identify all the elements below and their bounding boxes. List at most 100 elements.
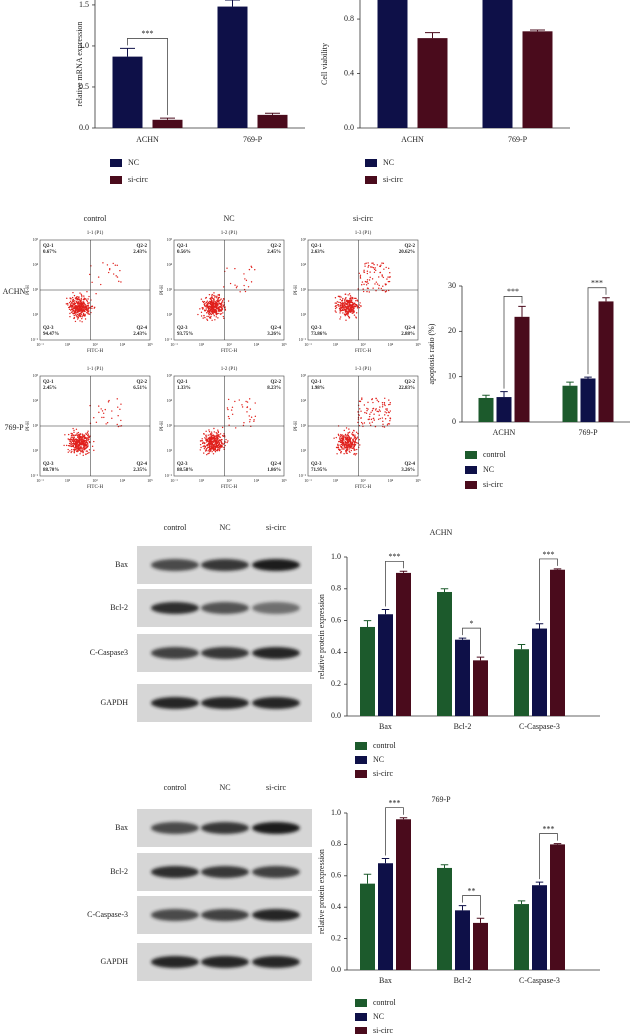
event-dot [76, 445, 78, 447]
quadrant-name: Q2-2 [270, 244, 281, 249]
event-dot [340, 446, 343, 449]
event-dot [101, 410, 104, 412]
event-dot [385, 408, 387, 410]
event-dot [381, 262, 383, 264]
event-dot [250, 281, 253, 283]
event-dot [74, 300, 76, 302]
error-bar [535, 881, 544, 886]
significance-label: *** [507, 287, 519, 296]
event-dot [343, 445, 345, 448]
blot-band [151, 956, 199, 968]
y-tick-label: 10⁵ [33, 373, 39, 378]
y-tick-label: 10⁵ [33, 237, 39, 242]
event-dot [220, 310, 222, 312]
event-dot [81, 294, 83, 297]
event-dot [71, 296, 74, 299]
event-dot [381, 406, 384, 408]
significance-bracket [385, 807, 404, 856]
event-dot [243, 273, 245, 275]
event-dot [378, 409, 381, 411]
event-dot [353, 445, 356, 448]
event-dot [77, 298, 79, 300]
plot-title: 1-1 (P1) [87, 367, 104, 372]
event-dot [217, 310, 219, 312]
event-dot [215, 314, 217, 316]
bar [522, 31, 553, 128]
event-dot [116, 398, 118, 400]
event-dot [221, 446, 223, 448]
x-tick-label: 10³ [360, 342, 366, 347]
event-dot [344, 304, 346, 307]
event-dot [359, 408, 361, 410]
event-dot [363, 404, 366, 406]
significance-label: *** [389, 799, 401, 808]
event-dot [243, 422, 245, 424]
event-dot [348, 316, 351, 319]
event-dot [87, 452, 89, 455]
event-dot [253, 419, 255, 421]
event-dot [346, 445, 349, 447]
event-dot [367, 266, 369, 268]
plot-title: 1-2 (P1) [221, 367, 238, 372]
event-dot [375, 281, 378, 283]
event-dot [339, 312, 341, 314]
event-dot [76, 447, 79, 449]
event-dot [85, 444, 88, 446]
blot-band [201, 647, 249, 659]
event-dot [205, 302, 208, 304]
event-dot [352, 303, 354, 305]
event-dot [98, 405, 100, 407]
event-dot [341, 306, 344, 308]
event-dot [206, 311, 208, 314]
event-dot [369, 276, 371, 279]
quadrant-name: Q2-1 [43, 244, 54, 249]
y-axis-label: PI-H [294, 285, 299, 295]
error-bar [440, 864, 449, 868]
event-dot [379, 417, 381, 420]
event-dot [345, 308, 347, 310]
error-bar [399, 570, 408, 573]
event-dot [69, 315, 71, 318]
event-dot [87, 436, 89, 439]
event-dot [73, 314, 75, 317]
x-tick-label: C-Caspase-3 [519, 722, 560, 731]
event-dot [79, 300, 82, 303]
event-dot [68, 445, 71, 447]
y-tick-label: 0.8 [331, 584, 341, 593]
event-dot [369, 271, 371, 273]
event-dot [354, 436, 357, 439]
event-dot [218, 294, 221, 297]
event-dot [120, 281, 122, 283]
protein-label: Bax [115, 560, 128, 569]
event-dot [204, 316, 206, 319]
quadrant-percent: 73.86% [311, 332, 327, 337]
legend-label: si-circ [383, 175, 403, 184]
event-dot [389, 402, 391, 404]
event-dot [345, 435, 348, 437]
x-tick-label: 10³ [226, 478, 232, 483]
event-dot [254, 415, 257, 418]
event-dot [342, 437, 344, 440]
event-dot [220, 440, 223, 443]
event-dot [353, 309, 355, 312]
event-dot [356, 436, 359, 438]
event-dot [205, 435, 207, 437]
event-dot [87, 433, 89, 435]
event-dot [203, 309, 206, 311]
significance-bracket [462, 895, 481, 916]
event-dot [347, 304, 349, 306]
y-tick-label: 10² [33, 448, 39, 453]
y-tick-label: 30 [448, 281, 456, 290]
y-tick-label: 10⁻¹ [165, 473, 173, 478]
event-dot [77, 441, 80, 443]
event-dot [384, 284, 387, 286]
x-axis-label: FITC-H [87, 485, 104, 490]
event-dot [206, 318, 208, 320]
event-dot [241, 406, 244, 408]
quadrant-name: Q2-4 [270, 462, 281, 467]
event-dot [348, 450, 350, 452]
event-dot [80, 305, 82, 308]
event-dot [376, 399, 378, 401]
protein-label: GAPDH [100, 698, 128, 707]
quadrant-name: Q2-2 [404, 244, 415, 249]
